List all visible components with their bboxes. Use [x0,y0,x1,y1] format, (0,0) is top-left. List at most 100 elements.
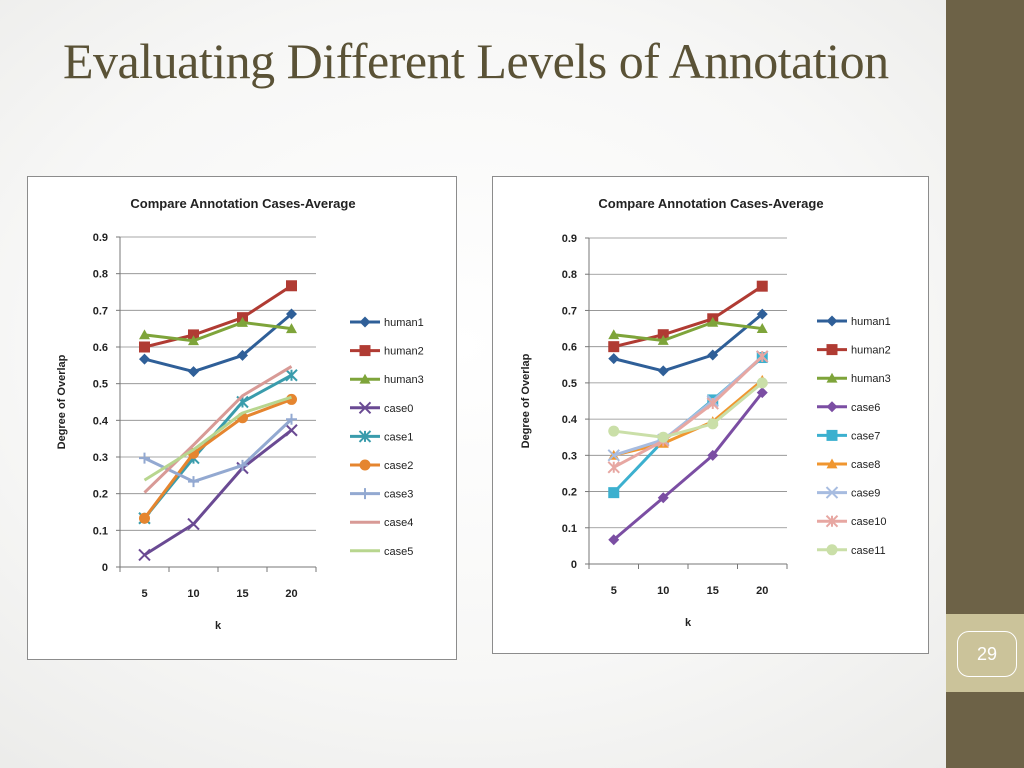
series-line-human1 [144,312,293,374]
data-point-human2 [608,341,620,353]
series-line-human2 [613,284,764,349]
data-point-case6 [657,492,669,504]
y-tick-label: 0.4 [562,414,578,426]
legend-marker [359,373,371,384]
legend-label: case9 [851,488,880,500]
chart-right: Compare Annotation Cases-Average 0 0.1 0.2 0… [492,176,929,654]
legend-marker [826,401,838,413]
legend-item-human1: human1 [817,315,891,328]
data-point-case11 [707,418,719,430]
data-point-human2 [756,280,768,292]
page-number-box [946,614,1024,692]
series-case1 [138,369,298,525]
legend-item-case11: case11 [817,544,886,557]
y-tick-label: 0.8 [562,269,577,281]
y-tick-label: 0.6 [562,342,577,354]
data-point-case3 [237,459,248,471]
legend-label: case0 [384,403,413,415]
legend-item-case4: case4 [350,517,413,529]
series-human1 [608,308,768,377]
chart-title: Compare Annotation Cases-Average [598,196,823,211]
x-tick-label: 20 [756,585,768,597]
series-line-case0 [143,429,293,557]
legend-item-human2: human2 [817,344,891,357]
series-case5 [143,395,292,482]
legend-label: human1 [384,317,424,329]
series-line-human3 [144,320,292,343]
y-tick-label: 0.7 [93,305,108,317]
legend-marker [826,458,838,469]
legend-label: case3 [384,489,413,501]
x-tick-label: 15 [707,585,719,597]
data-point-case9 [607,449,620,462]
x-tick-label: 5 [141,588,147,600]
data-point-case0 [187,517,200,531]
y-tick-label: 0 [102,562,108,574]
chart-title: Compare Annotation Cases-Average [130,196,355,211]
legend-label: human2 [851,345,891,357]
data-point-case11 [657,431,669,443]
x-tick-label: 20 [285,588,297,600]
data-point-case1 [285,369,298,382]
legend-item-human3: human3 [817,372,891,385]
legend-label: human1 [851,316,891,328]
series-line-case5 [143,395,292,482]
data-point-human1 [188,366,199,378]
y-axis-label: Degree of Overlap [520,353,532,448]
chart-left-plot: Compare Annotation Cases-Average 0 0.1 0.2 0… [56,196,424,632]
legend-label: case7 [851,430,880,442]
series-line-case4 [143,365,293,494]
x-axis-label: k [685,617,692,629]
data-point-human3 [237,316,248,327]
data-point-human1 [286,308,297,320]
legend-item-case2: case2 [350,459,413,472]
series-line-human2 [144,284,293,349]
legend-label: case10 [851,516,886,528]
legend-item-case10: case10 [817,514,886,528]
y-tick-label: 0.9 [93,232,108,244]
series-case2 [139,393,297,524]
legend-item-human1: human1 [350,316,424,329]
legend-item-case7: case7 [817,429,880,442]
x-tick-label: 10 [657,585,669,597]
legend-item-case8: case8 [817,458,880,471]
data-point-case3 [139,452,150,464]
y-tick-label: 0.8 [93,269,108,281]
data-point-case3 [188,476,199,488]
legend-label: case8 [851,459,880,471]
y-tick-label: 0.2 [562,487,577,499]
y-tick-label: 0.9 [562,233,577,245]
series-line-case9 [613,355,764,457]
series-case10 [607,350,769,474]
data-point-case6 [707,449,719,461]
series-case11 [608,377,768,443]
series-line-case11 [613,381,764,439]
legend-label: case4 [384,517,413,529]
slide-title: Evaluating Different Levels of Annotatio… [63,33,889,89]
legend-marker [358,401,372,415]
data-point-case7 [608,487,620,499]
data-point-case6 [608,534,620,546]
data-point-case10 [607,461,620,474]
page-number: 29 [957,631,1017,677]
x-tick-label: 5 [611,585,617,597]
series-human3 [139,316,297,346]
data-point-case3 [286,413,297,425]
y-tick-label: 0.7 [562,305,577,317]
legend-marker [826,315,838,327]
data-point-human2 [657,329,669,341]
legend-marker [359,316,371,328]
legend-label: human3 [384,374,424,386]
series-case9 [607,350,769,462]
y-tick-label: 0.1 [562,523,577,535]
legend-label: case5 [384,546,413,558]
legend-item-case9: case9 [817,486,880,500]
legend-item-case0: case0 [350,401,413,415]
legend-label: case1 [384,431,413,443]
data-point-human2 [188,329,199,341]
legend-item-case3: case3 [350,488,413,501]
legend-label: case2 [384,460,413,472]
series-line-case2 [143,398,293,520]
series-human1 [139,308,297,378]
series-human2 [139,280,297,353]
